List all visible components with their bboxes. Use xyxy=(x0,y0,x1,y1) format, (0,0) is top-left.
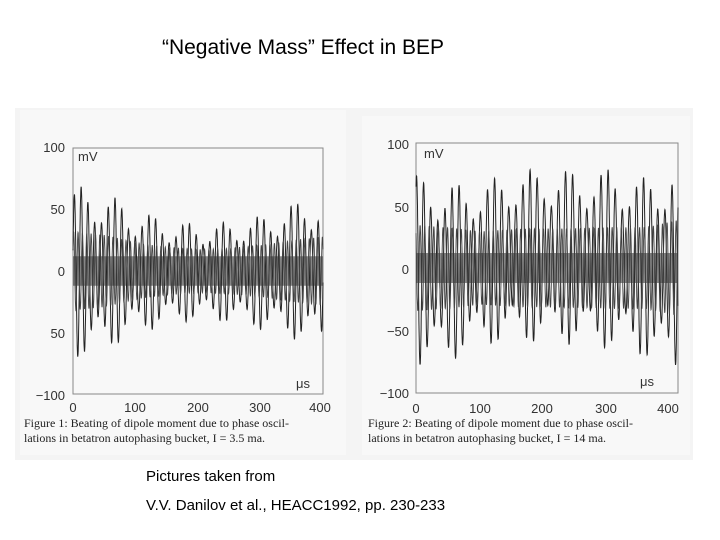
figure-1-x-tick: 300 xyxy=(249,400,271,415)
figure-2-x-tick: 300 xyxy=(595,401,617,416)
figure-1-x-tick: 200 xyxy=(187,400,209,415)
figure-1-x-unit: μs xyxy=(296,376,310,391)
figure-1-y-tick: 0 xyxy=(58,264,65,279)
figure-1-plot: mV μs 100 50 0 50 −100 0 100 200 300 400 xyxy=(36,140,331,415)
figure-2-y-tick: 0 xyxy=(402,262,409,277)
figure-1-y-tick: 50 xyxy=(51,202,65,217)
figure-1-y-unit: mV xyxy=(78,149,98,164)
figure-2-y-unit: mV xyxy=(424,146,444,161)
figure-2-x-unit: μs xyxy=(640,374,654,389)
figure-1: mV μs 100 50 0 50 −100 0 100 200 300 400… xyxy=(20,110,346,455)
figure-2-x-tick: 400 xyxy=(657,401,679,416)
figure-1-y-tick: 100 xyxy=(43,140,65,155)
figure-2-waveform xyxy=(415,167,679,366)
figure-2-x-tick: 0 xyxy=(412,401,419,416)
figure-1-waveform xyxy=(72,186,324,357)
slide-title: “Negative Mass” Effect in BEP xyxy=(161,36,445,59)
figure-2-y-tick: −50 xyxy=(387,324,409,339)
figure-2-y-tick: −100 xyxy=(380,386,409,401)
waveform-trace xyxy=(72,186,324,357)
waveform-inner-trace xyxy=(415,220,679,315)
figure-1-x-tick: 0 xyxy=(69,400,76,415)
waveform-inner-trace xyxy=(72,230,324,312)
figure-1-y-tick: −100 xyxy=(36,388,65,403)
figure-2-caption-line-1: Figure 2: Beating of dipole moment due t… xyxy=(368,416,633,430)
figure-1-caption-line-2: lations in betatron autophasing bucket, … xyxy=(24,431,266,445)
figure-2-caption-line-2: lations in betatron autophasing bucket, … xyxy=(368,431,607,445)
figure-2-x-tick: 100 xyxy=(469,401,491,416)
figure-2-x-tick: 200 xyxy=(531,401,553,416)
figure-2-y-tick: 50 xyxy=(395,200,409,215)
figure-2-y-tick: 100 xyxy=(387,137,409,152)
credit-line-1: Pictures taken from xyxy=(146,468,276,485)
figure-2-plot: mV μs 100 50 0 −50 −100 0 100 200 300 40… xyxy=(380,137,679,416)
figure-1-x-tick: 400 xyxy=(309,400,331,415)
waveform-trace xyxy=(415,167,679,366)
credit-citation: V.V. Danilov et al., HEACC1992, pp. 230-… xyxy=(146,497,446,514)
figure-1-x-tick: 100 xyxy=(124,400,146,415)
figure-1-y-tick: 50 xyxy=(51,326,65,341)
figure-1-caption-line-1: Figure 1: Beating of dipole moment due t… xyxy=(24,416,289,430)
figure-2: mV μs 100 50 0 −50 −100 0 100 200 300 40… xyxy=(362,116,690,455)
